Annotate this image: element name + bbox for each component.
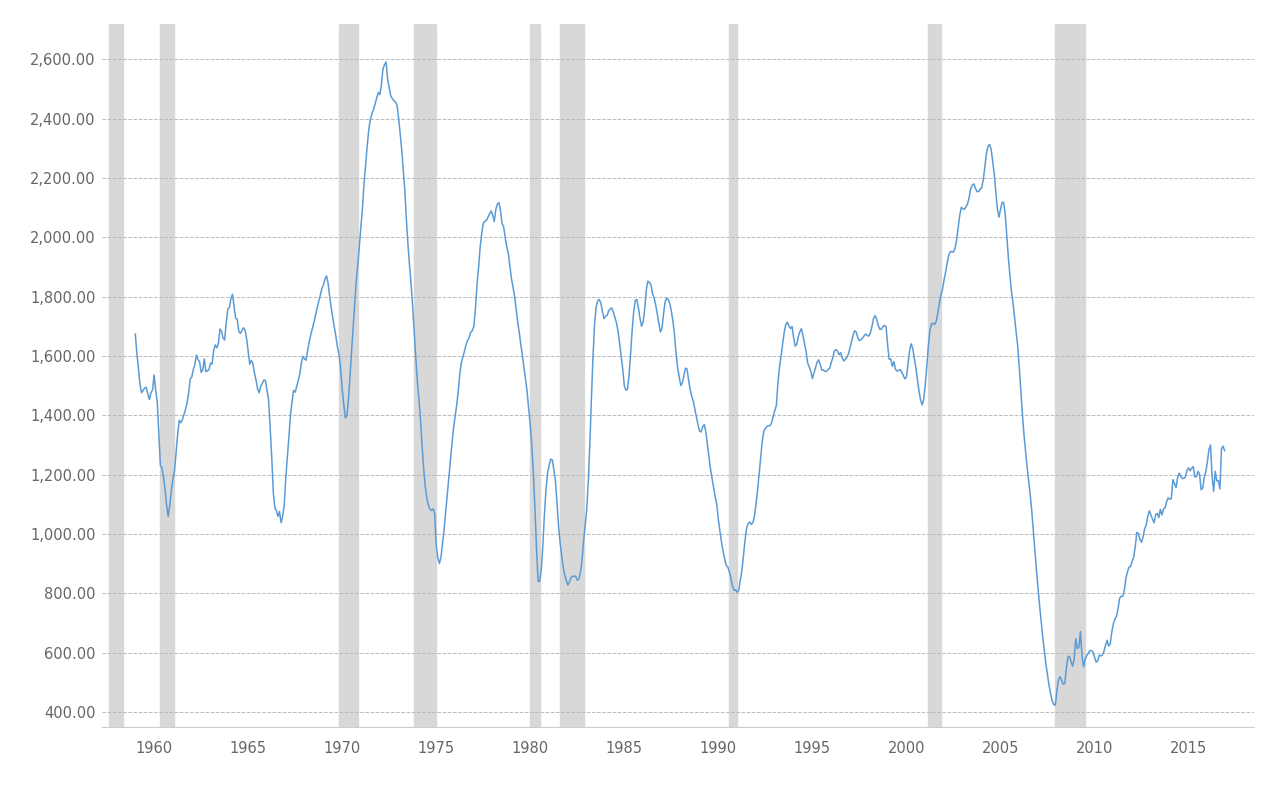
Bar [730,24,737,727]
Bar [928,24,941,727]
Bar [160,24,174,727]
Bar [109,24,123,727]
Bar [415,24,436,727]
Bar [561,24,584,727]
Bar [530,24,540,727]
Bar [1055,24,1085,727]
Bar [339,24,358,727]
